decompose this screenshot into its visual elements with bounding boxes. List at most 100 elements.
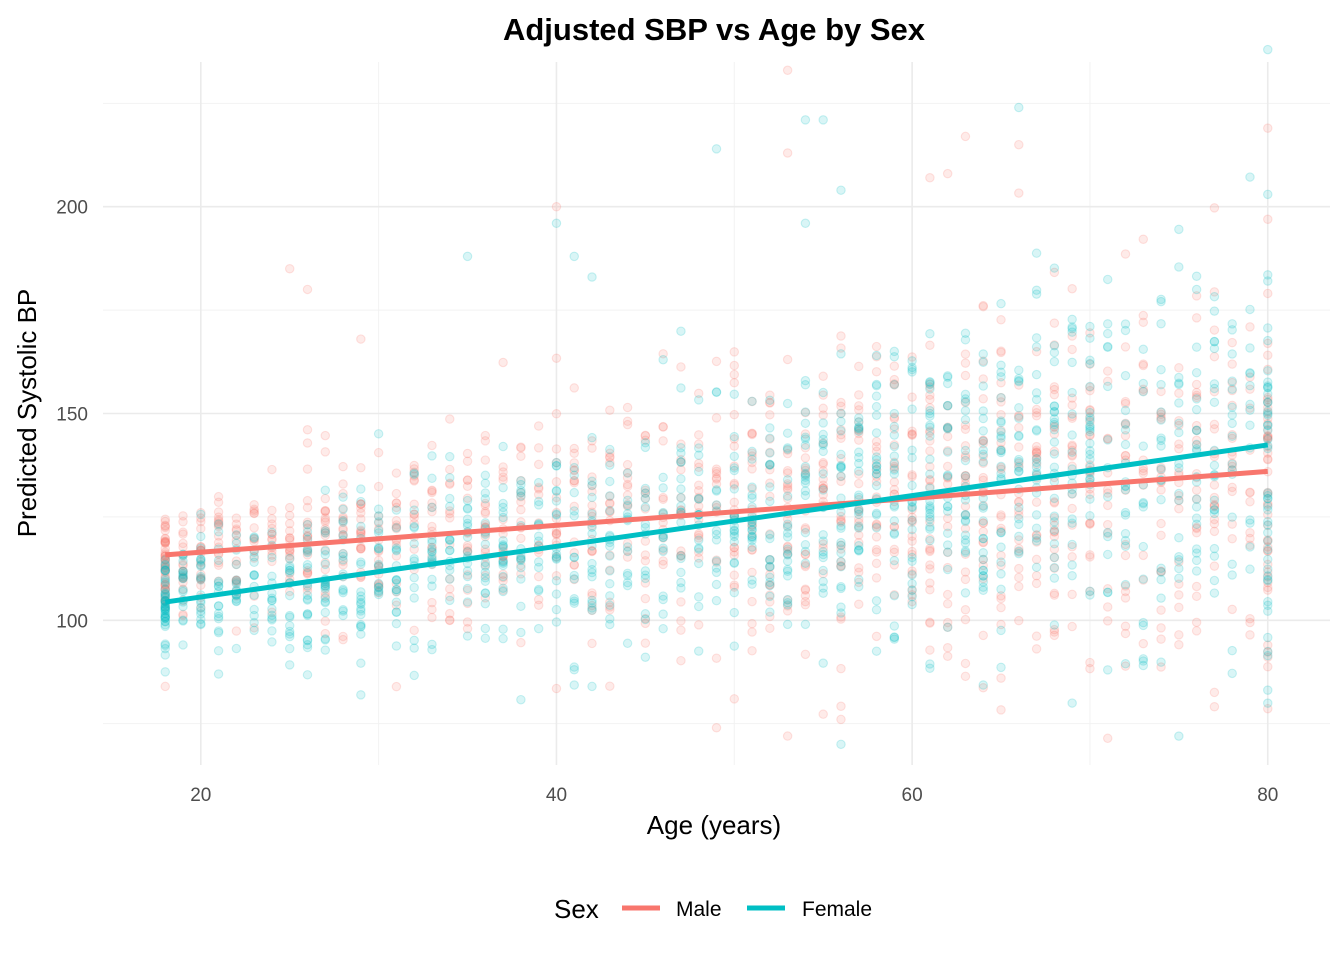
- point-male: [942, 431, 953, 442]
- point-female: [178, 568, 188, 579]
- point-male: [551, 457, 562, 468]
- point-male: [391, 600, 402, 611]
- point-female: [338, 587, 348, 598]
- point-male: [889, 522, 900, 532]
- point-female: [462, 251, 473, 262]
- point-male: [160, 585, 170, 596]
- point-male: [960, 473, 971, 484]
- point-male: [800, 585, 811, 595]
- point-male: [978, 554, 988, 565]
- point-male: [587, 638, 597, 649]
- point-female: [889, 408, 900, 419]
- point-female: [640, 442, 651, 453]
- point-female: [925, 508, 935, 519]
- point-male: [213, 518, 224, 528]
- point-female: [409, 523, 419, 533]
- point-female: [765, 460, 775, 470]
- point-male: [213, 516, 224, 527]
- point-female: [907, 502, 917, 513]
- point-female: [782, 564, 793, 575]
- point-female: [1014, 413, 1024, 424]
- point-female: [747, 522, 757, 532]
- point-female: [338, 584, 348, 595]
- point-female: [1031, 562, 1042, 573]
- point-female: [320, 550, 331, 560]
- point-female: [533, 557, 544, 567]
- point-male: [480, 430, 491, 441]
- point-female: [907, 599, 917, 610]
- point-female: [1049, 552, 1060, 563]
- point-female: [907, 524, 917, 535]
- point-female: [605, 591, 615, 601]
- point-male: [942, 589, 953, 600]
- point-female: [960, 547, 971, 558]
- point-male: [729, 360, 740, 371]
- point-female: [1120, 658, 1131, 669]
- point-female: [498, 557, 508, 567]
- point-female: [942, 372, 953, 382]
- point-female: [1085, 438, 1095, 449]
- point-male: [427, 440, 437, 451]
- point-female: [854, 521, 864, 531]
- point-female: [1102, 381, 1113, 392]
- point-female: [1049, 538, 1060, 549]
- point-female: [1191, 271, 1202, 281]
- point-male: [587, 588, 597, 598]
- point-female: [836, 583, 846, 594]
- point-male: [462, 475, 473, 485]
- point-female: [978, 436, 988, 447]
- point-female: [605, 541, 615, 551]
- point-male: [747, 451, 757, 461]
- point-female: [533, 584, 544, 595]
- point-female: [800, 470, 811, 480]
- point-male: [729, 694, 740, 704]
- point-male: [1245, 496, 1255, 507]
- point-male: [302, 569, 313, 579]
- point-male: [427, 506, 437, 517]
- point-male: [267, 505, 277, 516]
- point-female: [587, 598, 597, 608]
- point-female: [800, 379, 811, 390]
- point-female: [231, 575, 242, 585]
- point-female: [854, 574, 864, 585]
- point-male: [854, 469, 864, 479]
- point-male: [587, 443, 597, 453]
- point-male: [925, 517, 935, 527]
- point-female: [409, 572, 419, 583]
- point-male: [1245, 533, 1255, 544]
- point-female: [942, 422, 953, 433]
- point-female: [498, 540, 508, 550]
- point-male: [871, 532, 882, 542]
- point-male: [231, 578, 242, 588]
- point-female: [1263, 544, 1273, 555]
- point-male: [818, 474, 828, 484]
- point-male: [676, 492, 686, 503]
- point-female: [533, 562, 544, 573]
- point-male: [889, 590, 900, 600]
- point-male: [854, 435, 864, 445]
- point-male: [160, 559, 170, 569]
- point-female: [836, 556, 846, 567]
- point-male: [782, 541, 793, 552]
- point-female: [996, 662, 1006, 673]
- point-female: [231, 579, 242, 589]
- point-female: [871, 428, 882, 438]
- point-male: [409, 464, 419, 474]
- point-male: [747, 457, 757, 468]
- point-male: [249, 508, 259, 518]
- point-female: [729, 389, 740, 400]
- point-female: [978, 571, 988, 581]
- point-female: [1031, 426, 1042, 436]
- point-female: [1227, 431, 1237, 442]
- point-female: [1014, 373, 1024, 384]
- point-female: [854, 417, 864, 427]
- point-male: [213, 491, 224, 502]
- point-female: [960, 546, 971, 556]
- point-female: [996, 527, 1006, 538]
- point-female: [462, 521, 473, 531]
- point-female: [747, 533, 757, 543]
- point-male: [1138, 360, 1149, 371]
- point-male: [854, 390, 864, 400]
- point-male: [302, 523, 313, 533]
- point-male: [818, 483, 828, 493]
